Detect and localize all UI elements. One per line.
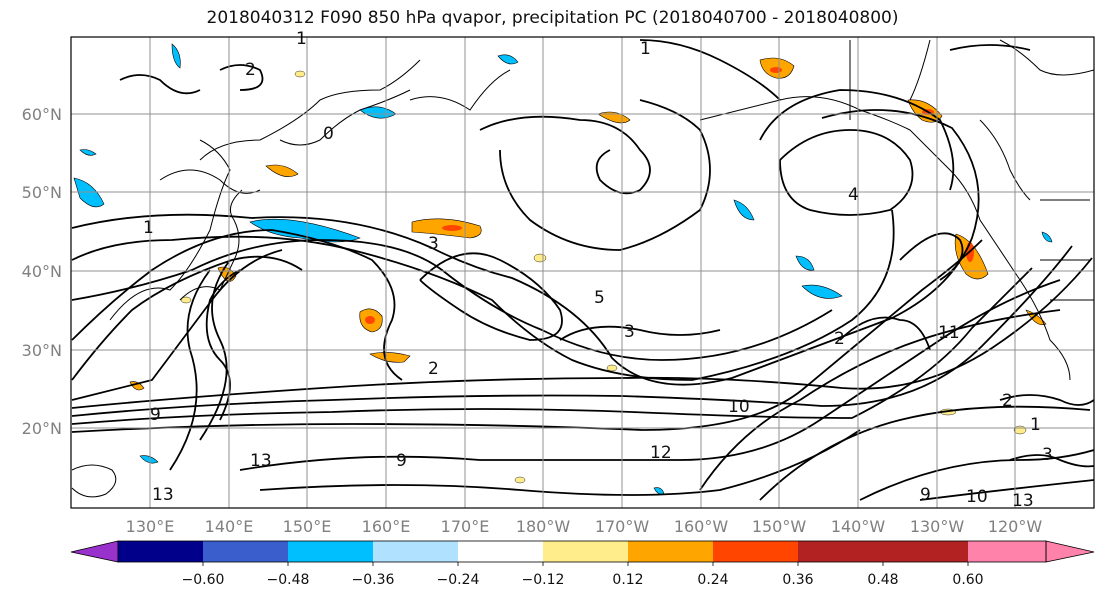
lat-label: 30°N — [22, 341, 62, 360]
colorbar-tick: 0.24 — [697, 572, 728, 588]
lon-label: 170°E — [441, 517, 490, 536]
colorbar-tick: −0.12 — [522, 572, 565, 588]
lon-label: 170°W — [595, 517, 650, 536]
colorbar-segment — [628, 541, 713, 562]
colorbar-segment — [883, 541, 968, 562]
contour-label: 2 — [1002, 391, 1013, 411]
colorbar-tick: 0.36 — [782, 572, 813, 588]
contour-label: 11 — [938, 323, 960, 343]
coastlines — [71, 39, 1094, 498]
lon-label: 160°W — [674, 517, 729, 536]
contour-label: 3 — [624, 322, 635, 342]
colorbar-segment — [968, 541, 1046, 562]
lat-label: 60°N — [22, 105, 62, 124]
colorbar-segment — [798, 541, 883, 562]
colorbar-segment — [118, 541, 203, 562]
contour-label: 10 — [728, 397, 750, 417]
contour-label: 1 — [143, 218, 154, 238]
lat-label: 40°N — [22, 262, 62, 281]
colorbar-tick: −0.60 — [182, 572, 225, 588]
lon-label: 130°W — [910, 517, 965, 536]
contour-label: 1 — [296, 29, 307, 49]
colorbar-tick: 0.60 — [952, 572, 983, 588]
contour-label: 2 — [834, 329, 845, 349]
map-title: 2018040312 F090 850 hPa qvapor, precipit… — [206, 8, 899, 28]
contour-label: 9 — [150, 405, 161, 425]
lon-label: 180°W — [516, 517, 571, 536]
lon-label: 160°E — [362, 517, 411, 536]
map-border — [70, 36, 1095, 509]
longitude-labels: 130°E 140°E 150°E 160°E 170°E 180°W 170°… — [126, 517, 1043, 536]
contour-label: 5 — [594, 288, 605, 308]
contour-label: 13 — [1012, 491, 1034, 511]
contour-label: 10 — [966, 487, 988, 507]
colorbar-segment — [458, 541, 543, 562]
contour-label: 13 — [152, 485, 174, 505]
contour-label: 2 — [245, 60, 256, 80]
lon-label: 130°E — [126, 517, 175, 536]
contour-label: 12 — [650, 443, 672, 463]
contour-label: 3 — [428, 234, 439, 254]
lon-label: 150°W — [752, 517, 807, 536]
lon-label: 140°W — [831, 517, 886, 536]
lon-label: 140°E — [205, 517, 254, 536]
graticule — [71, 37, 1094, 508]
contour-label: 2 — [428, 359, 439, 379]
contour-label: 9 — [396, 451, 407, 471]
colorbar-extend-right — [1045, 540, 1095, 563]
colorbar-segment — [288, 541, 373, 562]
contour-label: 0 — [323, 124, 334, 144]
colorbar-tick: −0.24 — [437, 572, 480, 588]
contour-label: 4 — [848, 185, 859, 205]
lat-label: 50°N — [22, 183, 62, 202]
contour-label: 1 — [1030, 415, 1041, 435]
colorbar-tick: 0.48 — [867, 572, 898, 588]
colorbar-segment — [543, 541, 628, 562]
contour-labels: 1 0 2 1 1 3 5 3 2 2 12 13 13 9 9 10 11 4… — [143, 29, 1053, 511]
lon-label: 120°W — [988, 517, 1043, 536]
colorbar-outline — [117, 540, 1047, 563]
colorbar: −0.60 −0.48 −0.36 −0.24 −0.12 0.12 0.24 … — [70, 540, 1095, 588]
contour-label: 13 — [250, 451, 272, 471]
colorbar-tick: −0.48 — [267, 572, 310, 588]
lat-label: 20°N — [22, 419, 62, 438]
colorbar-tick: −0.36 — [352, 572, 395, 588]
contour-label: 9 — [920, 485, 931, 505]
qvapor-contours — [71, 39, 1094, 501]
colorbar-tick: 0.12 — [612, 572, 643, 588]
contour-label: 1 — [640, 39, 651, 59]
colorbar-segment — [373, 541, 458, 562]
latitude-labels: 60°N 50°N 40°N 30°N 20°N — [22, 105, 62, 438]
lon-label: 150°E — [283, 517, 332, 536]
contour-label: 3 — [1042, 445, 1053, 465]
colorbar-extend-left — [70, 540, 119, 563]
colorbar-segment — [203, 541, 288, 562]
colorbar-segment — [713, 541, 798, 562]
